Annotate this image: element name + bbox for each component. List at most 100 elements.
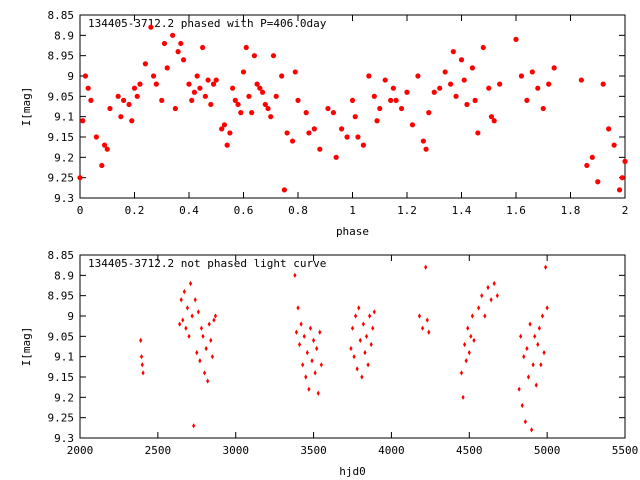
data-point: [361, 321, 365, 327]
x-tick-label: 3500: [300, 444, 327, 457]
data-point: [364, 333, 369, 339]
data-point: [357, 305, 361, 311]
data-point: [201, 333, 205, 339]
data-point: [453, 93, 459, 99]
data-point: [178, 321, 182, 327]
data-point: [311, 126, 317, 132]
data-point: [531, 362, 535, 368]
data-point: [212, 317, 216, 323]
data-point: [301, 362, 305, 368]
x-tick-label: 1: [349, 204, 356, 217]
data-point: [268, 114, 274, 120]
data-point: [489, 297, 493, 303]
x-tick-label: 0.8: [288, 204, 308, 217]
data-point: [415, 73, 421, 79]
data-point: [299, 321, 303, 327]
data-point: [595, 179, 601, 185]
x-tick-label: 0.2: [125, 204, 145, 217]
y-tick-label: 9.1: [54, 111, 74, 124]
data-point: [185, 305, 190, 311]
chart-panel-1: 0 0.2 0.4 0.6 0.8 1 1.2 1.4 1.6 1.8 2 8.85 8.9 8.95 9 9…: [20, 9, 628, 238]
data-point: [472, 337, 476, 343]
data-point: [210, 354, 214, 360]
data-point: [355, 134, 361, 140]
data-point: [249, 110, 255, 116]
data-point: [469, 65, 475, 71]
data-point: [307, 386, 311, 392]
data-point: [352, 114, 358, 120]
data-point: [431, 89, 437, 95]
data-point: [466, 325, 470, 331]
data-point: [184, 325, 188, 331]
data-point: [189, 97, 195, 103]
x-tick-label: 0.6: [234, 204, 254, 217]
data-point: [543, 264, 548, 270]
data-point: [202, 370, 207, 376]
data-point: [426, 110, 432, 116]
data-point: [534, 382, 538, 388]
data-point: [82, 73, 89, 79]
data-point: [480, 293, 484, 299]
y-tick-label: 9.05: [48, 330, 75, 343]
data-point: [207, 321, 211, 327]
data-point: [181, 317, 185, 323]
data-point: [517, 386, 521, 392]
data-point: [459, 370, 464, 376]
data-point: [611, 142, 617, 148]
data-point: [198, 358, 202, 364]
data-point: [529, 427, 534, 433]
data-point: [303, 110, 309, 116]
data-point: [131, 85, 138, 91]
x-tick-label: 0.4: [179, 204, 199, 217]
data-point: [344, 134, 350, 140]
data-point: [195, 350, 199, 356]
data-point: [296, 305, 300, 311]
data-point: [235, 101, 241, 108]
data-point: [461, 394, 465, 400]
x-tick-label: 4000: [378, 444, 405, 457]
data-point: [279, 73, 285, 79]
data-point: [464, 358, 468, 364]
data-point: [542, 350, 546, 356]
data-point: [246, 93, 252, 99]
data-point: [139, 337, 143, 343]
x-tick-label: 2000: [67, 444, 94, 457]
data-point: [483, 313, 487, 319]
data-point: [262, 101, 268, 108]
data-point: [129, 118, 135, 124]
data-point: [539, 362, 543, 368]
data-point: [304, 374, 308, 380]
data-point: [204, 345, 208, 352]
data-point: [420, 325, 425, 331]
data-point: [537, 325, 541, 331]
data-point: [104, 146, 110, 152]
x-tick-label: 1.2: [397, 204, 417, 217]
data-point: [578, 77, 585, 83]
data-point: [535, 85, 541, 91]
data-point: [200, 44, 206, 51]
data-point: [448, 81, 454, 87]
y-tick-label: 9.2: [54, 391, 74, 404]
data-point: [470, 313, 474, 319]
y-axis-label: I[mag]: [20, 87, 33, 127]
y-tick-label: 8.85: [48, 9, 75, 22]
data-point: [182, 289, 186, 295]
x-tick-label: 4500: [456, 444, 483, 457]
data-point: [80, 118, 86, 124]
data-point: [533, 333, 537, 339]
data-point: [467, 350, 471, 356]
data-point: [606, 126, 612, 132]
data-point: [525, 345, 529, 352]
data-point: [461, 77, 467, 83]
data-point: [148, 24, 154, 30]
y-tick-label: 8.85: [48, 249, 75, 262]
data-point: [230, 85, 236, 91]
y-tick-label: 8.9: [54, 29, 74, 42]
x-axis-label: phase: [336, 225, 369, 238]
data-point: [197, 85, 203, 91]
x-tick-label: 2500: [145, 444, 172, 457]
data-point: [306, 130, 312, 136]
data-point: [310, 358, 314, 364]
